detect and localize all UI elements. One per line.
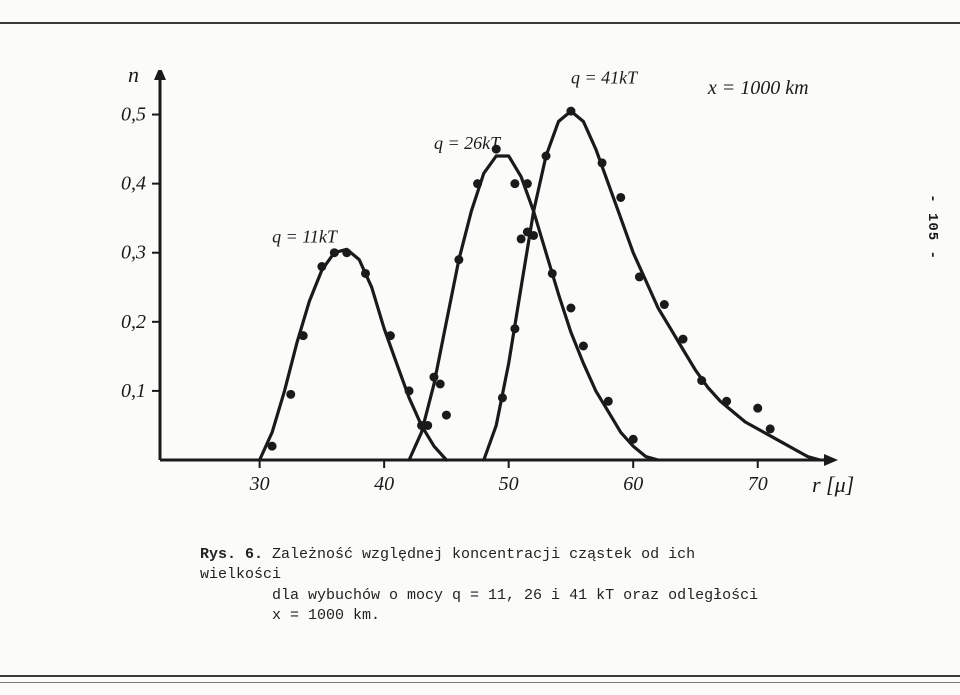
data-point bbox=[660, 300, 669, 309]
data-point bbox=[417, 421, 426, 430]
data-point bbox=[429, 373, 438, 382]
scan-border-bottom bbox=[0, 675, 960, 677]
chart-svg: 0,1 0,2 0,3 0,4 0,5 30 40 50 60 70 n r [μ] x = 1000 … bbox=[90, 70, 860, 510]
data-point bbox=[330, 248, 339, 257]
data-point bbox=[523, 228, 532, 237]
x-tick-label: 40 bbox=[374, 473, 394, 495]
data-point bbox=[548, 269, 557, 278]
data-point bbox=[442, 411, 451, 420]
x-axis-label: r [μ] bbox=[812, 472, 854, 497]
y-tick-label: 0,2 bbox=[121, 311, 146, 333]
data-point bbox=[604, 397, 613, 406]
data-point bbox=[361, 269, 370, 278]
x-tick-label: 60 bbox=[623, 473, 643, 495]
data-point bbox=[498, 393, 507, 402]
data-point bbox=[616, 193, 625, 202]
data-point bbox=[579, 342, 588, 351]
data-point bbox=[523, 179, 532, 188]
data-point bbox=[454, 255, 463, 264]
y-tick-label: 0,5 bbox=[121, 104, 146, 126]
data-point bbox=[268, 442, 277, 451]
caption-line-3: x = 1000 km. bbox=[272, 607, 380, 624]
data-point bbox=[517, 234, 526, 243]
y-tick-label: 0,1 bbox=[121, 380, 146, 402]
x-tick-label: 70 bbox=[748, 473, 768, 495]
x-tick-label: 30 bbox=[249, 473, 270, 495]
data-point bbox=[598, 158, 607, 167]
scan-border-bottom-2 bbox=[0, 682, 960, 683]
data-point bbox=[386, 331, 395, 340]
y-axis-label: n bbox=[128, 70, 139, 87]
data-point bbox=[342, 248, 351, 257]
data-point bbox=[753, 404, 762, 413]
data-point bbox=[286, 390, 295, 399]
series-label: q = 26kT bbox=[434, 133, 502, 153]
series-label: q = 11kT bbox=[272, 226, 339, 246]
series-label: q = 41kT bbox=[571, 70, 639, 87]
scan-border-top bbox=[0, 22, 960, 24]
series-curve bbox=[484, 111, 820, 460]
caption-line-2: dla wybuchów o mocy q = 11, 26 i 41 kT o… bbox=[272, 587, 758, 604]
page-number-margin: - 105 - bbox=[924, 194, 940, 260]
data-point bbox=[697, 376, 706, 385]
data-point bbox=[299, 331, 308, 340]
data-point bbox=[766, 424, 775, 433]
x-tick-label: 50 bbox=[499, 473, 519, 495]
figure-label: Rys. 6. bbox=[200, 546, 263, 563]
data-point bbox=[679, 335, 688, 344]
data-point bbox=[510, 179, 519, 188]
y-tick-label: 0,3 bbox=[121, 242, 146, 264]
data-point bbox=[317, 262, 326, 271]
data-point bbox=[542, 152, 551, 161]
annotation-distance: x = 1000 km bbox=[707, 77, 809, 99]
figure-caption: Rys. 6. Zależność względnej koncentracji… bbox=[200, 545, 760, 626]
data-point bbox=[629, 435, 638, 444]
data-point bbox=[473, 179, 482, 188]
chart-container: 0,1 0,2 0,3 0,4 0,5 30 40 50 60 70 n r [μ] x = 1000 … bbox=[90, 70, 860, 510]
data-point bbox=[722, 397, 731, 406]
data-point bbox=[436, 380, 445, 389]
data-point bbox=[510, 324, 519, 333]
data-point bbox=[635, 272, 644, 281]
data-point bbox=[566, 107, 575, 116]
data-point bbox=[566, 304, 575, 313]
y-tick-label: 0,4 bbox=[121, 173, 146, 195]
data-point bbox=[405, 386, 414, 395]
caption-line-1: Zależność względnej koncentracji cząstek… bbox=[200, 546, 695, 583]
